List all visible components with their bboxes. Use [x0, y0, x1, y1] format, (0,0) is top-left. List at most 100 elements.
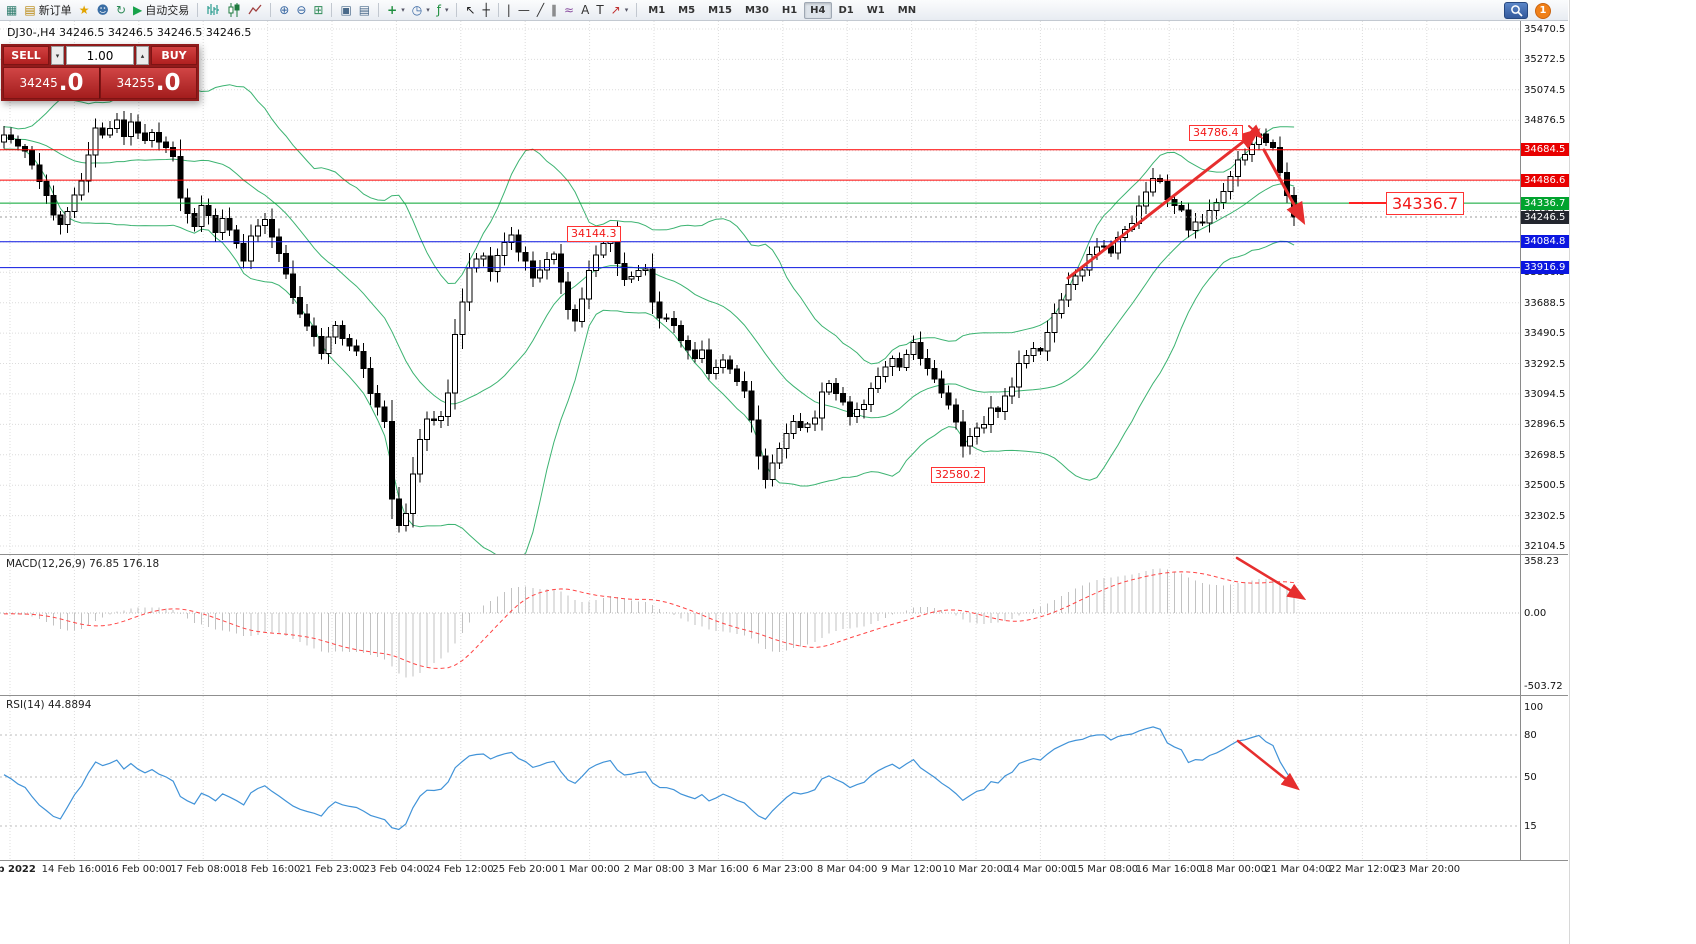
channel-icon: ∥: [551, 3, 558, 17]
buy-price-main: 34255: [116, 76, 155, 90]
time-axis-label: 9 Mar 12:00: [881, 864, 942, 875]
toolbar-separator: [378, 3, 380, 17]
macd-panel: MACD(12,26,9) 76.85 176.18 358.23 0.00 -50…: [0, 554, 1569, 695]
period-icon: ◷: [411, 3, 423, 17]
price-annotation-34786.4[interactable]: 34786.4: [1189, 125, 1243, 141]
rsi-axis[interactable]: 100 80 50 15: [1520, 696, 1569, 861]
profile-icon: ☻: [96, 3, 109, 17]
price-axis-label: 33292.5: [1524, 358, 1566, 370]
sell-price-main: 34245: [19, 76, 58, 90]
favorites-button[interactable]: ★: [76, 1, 93, 19]
price-annotation-34144.3[interactable]: 34144.3: [567, 226, 621, 242]
toolbar-separator: [497, 3, 499, 17]
one-click-trading-panel: SELL ▾ ▴ BUY 34245 .0 34255 .0: [1, 44, 199, 101]
macd-signal-line: [3, 571, 1295, 669]
candlestick-mode-button[interactable]: [224, 1, 244, 19]
price-axis-label: 33688.5: [1524, 297, 1566, 309]
cursor-button[interactable]: ↖: [462, 1, 478, 19]
indicator-axis-label: 100: [1524, 702, 1544, 713]
time-axis-label: 1 Mar 00:00: [559, 864, 620, 875]
arrows-tool-button[interactable]: ↗ ▾: [608, 1, 632, 19]
sell-price-button[interactable]: 34245 .0: [3, 67, 100, 99]
price-axis-label: 35074.5: [1524, 84, 1566, 96]
price-annotation-32580.2[interactable]: 32580.2: [931, 467, 985, 483]
timeframe-w1-button[interactable]: W1: [861, 2, 891, 19]
rsi-plot[interactable]: [0, 696, 1520, 860]
timeframe-d1-button[interactable]: D1: [833, 2, 860, 19]
volume-decrease-button[interactable]: ▾: [51, 46, 64, 65]
chart-window: DJ30-,H4 34246.5 34246.5 34246.5 34246.5…: [0, 21, 1569, 878]
chart-window-icon: ▦: [6, 3, 18, 17]
chart-shift-button[interactable]: ▤: [356, 1, 373, 19]
auto-trading-button[interactable]: ▶ 自动交易: [130, 1, 192, 19]
search-button[interactable]: [1504, 2, 1528, 19]
price-axis-label: 34876.5: [1524, 115, 1566, 127]
grid-layer: [0, 21, 1520, 554]
sell-button[interactable]: SELL: [3, 46, 49, 65]
terminal-window: ▦ ▤ 新订单 ★ ☻ ↻ ▶ 自动交易 ⊕ ⊖ ⊞ ▣ ▤ + ▾ ◷ ▾ ƒ ▾ ↖ ┼ | — ╱ ∥ ≈ A T ↗ ▾ M1 M5 M…: [0, 0, 1570, 944]
line-chart-mode-icon: [248, 3, 262, 17]
period-button[interactable]: ◷ ▾: [409, 1, 433, 19]
price-chart-plot[interactable]: [0, 21, 1520, 554]
timeframe-h1-button[interactable]: H1: [776, 2, 803, 19]
buy-price-fraction: .0: [155, 70, 181, 96]
indicators-button[interactable]: ƒ ▾: [434, 1, 452, 19]
timeframe-mn-button[interactable]: MN: [892, 2, 922, 19]
macd-histogram: [3, 568, 1295, 678]
price-axis-label: 33490.5: [1524, 328, 1566, 340]
buy-price-button[interactable]: 34255 .0: [100, 67, 197, 99]
auto-scroll-icon: ▣: [340, 3, 352, 17]
text-button[interactable]: A: [578, 1, 592, 19]
price-axis[interactable]: 35470.535272.535074.534876.534678.534480…: [1520, 21, 1569, 554]
macd-axis[interactable]: 358.23 0.00 -503.72: [1520, 555, 1569, 695]
volume-input[interactable]: [66, 46, 134, 65]
bar-chart-mode-button[interactable]: [203, 1, 223, 19]
price-annotation-34336.7[interactable]: 34336.7: [1386, 192, 1465, 215]
tile-windows-button[interactable]: ⊞: [310, 1, 326, 19]
line-chart-mode-button[interactable]: [245, 1, 265, 19]
horizontal-lines-layer: [0, 149, 1520, 269]
auto-trading-button-label: 自动交易: [145, 4, 190, 17]
buy-button[interactable]: BUY: [151, 46, 197, 65]
time-axis-label: 21 Feb 23:00: [299, 864, 365, 875]
refresh-button[interactable]: ↻: [113, 1, 129, 19]
chart-window-button[interactable]: ▦: [3, 1, 20, 19]
vertical-line-button[interactable]: |: [504, 1, 514, 19]
timeframe-m1-button[interactable]: M1: [642, 2, 671, 19]
time-axis-label: 3 Mar 16:00: [688, 864, 749, 875]
indicator-axis-label: 50: [1524, 772, 1537, 783]
time-axis-label: 14 Mar 00:00: [1007, 864, 1074, 875]
chart-ohlc-readout: DJ30-,H4 34246.5 34246.5 34246.5 34246.5: [7, 26, 252, 39]
channel-button[interactable]: ∥: [548, 1, 560, 19]
price-badge-34486.6: 34486.6: [1521, 173, 1569, 187]
zoom-out-button[interactable]: ⊖: [293, 1, 309, 19]
profile-button[interactable]: ☻: [93, 1, 112, 19]
new-chart-icon: +: [387, 3, 398, 17]
rsi-panel: RSI(14) 44.8894 100 80 50 15: [0, 695, 1569, 861]
new-order-button[interactable]: ▤ 新订单: [21, 1, 74, 19]
timeframe-m15-button[interactable]: M15: [702, 2, 738, 19]
zoom-in-button[interactable]: ⊕: [276, 1, 292, 19]
notification-badge[interactable]: 1: [1535, 2, 1551, 19]
new-chart-button[interactable]: + ▾: [384, 1, 408, 19]
cursor-icon: ↖: [465, 3, 476, 17]
timeframe-m5-button[interactable]: M5: [672, 2, 701, 19]
price-axis-label: 32104.5: [1524, 541, 1566, 552]
trendline-button[interactable]: ╱: [534, 1, 547, 19]
fibonacci-button[interactable]: ≈: [561, 1, 577, 19]
timeframe-h4-button[interactable]: H4: [804, 1, 832, 19]
time-axis-label: 18 Feb 16:00: [234, 864, 301, 875]
price-axis-label: 32698.5: [1524, 449, 1566, 461]
indicator-axis-label: 80: [1524, 730, 1537, 741]
price-badge-34684.5: 34684.5: [1521, 143, 1569, 157]
volume-increase-button[interactable]: ▴: [136, 46, 149, 65]
macd-plot[interactable]: [0, 555, 1520, 694]
auto-scroll-button[interactable]: ▣: [337, 1, 354, 19]
timeframe-m30-button[interactable]: M30: [739, 2, 775, 19]
horizontal-line-button[interactable]: —: [515, 1, 533, 19]
crosshair-button[interactable]: ┼: [480, 1, 493, 19]
label-button[interactable]: T: [593, 1, 606, 19]
zoom-in-icon: ⊕: [279, 3, 290, 17]
indicator-axis-label: -503.72: [1524, 681, 1563, 692]
